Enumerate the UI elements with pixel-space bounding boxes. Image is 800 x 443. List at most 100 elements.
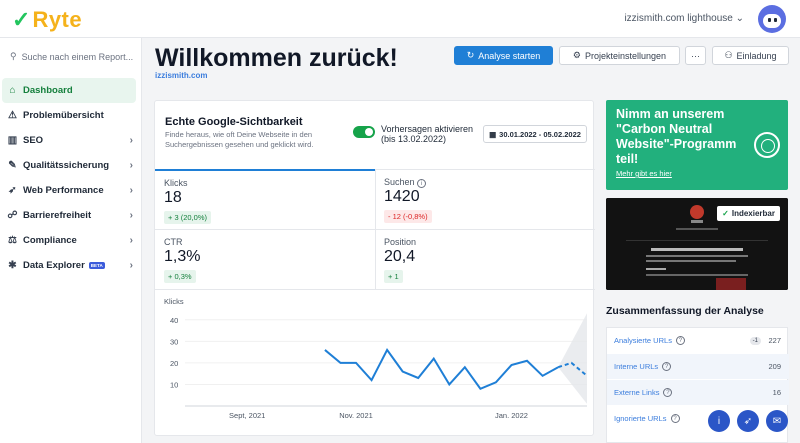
chevron-right-icon: › [129, 235, 133, 246]
rocket-icon: ➶ [8, 185, 17, 196]
metric-searches[interactable]: Suchen i 1420 - 12 (-0,8%) [375, 169, 595, 229]
info-fab[interactable]: i [708, 410, 730, 432]
summary-row[interactable]: Externe Links ? 16 [607, 380, 789, 405]
clicks-chart-svg: Klicks 10 20 30 40 Sept, 2021 Nov. 2021 Jan. 20… [164, 297, 588, 420]
forecast-band [558, 313, 587, 404]
date-range-picker[interactable]: ▦ 30.01.2022 - 05.02.2022 [483, 125, 587, 143]
sidebar-item-quality[interactable]: ✎ Qualitätssicherung › [0, 153, 142, 178]
summary-row-value: 209 [768, 362, 781, 371]
metric-label: Position [384, 237, 417, 247]
metric-change: + 1 [384, 270, 403, 283]
sidebar-item-data-explorer[interactable]: ✱ Data Explorer BETA › [0, 253, 142, 278]
start-analysis-button[interactable]: ↻ Analyse starten [454, 46, 553, 65]
sidebar-item-dashboard[interactable]: ⌂ Dashboard [2, 78, 136, 103]
y-tick-label: 10 [170, 380, 178, 389]
info-icon[interactable]: ? [670, 414, 680, 423]
analysis-summary: Analysierte URLs ? -1 227 Interne URLs ?… [606, 327, 789, 443]
sidebar-item-accessibility[interactable]: ☍ Barrierefreiheit › [0, 203, 142, 228]
project-settings-button[interactable]: ⚙ Projekteinstellungen [559, 46, 680, 65]
visibility-card: Echte Google-Sichtbarkeit Finde heraus, … [154, 100, 595, 436]
indexable-badge: ✓ Indexierbar [717, 206, 780, 221]
info-icon: i [717, 415, 721, 427]
forecast-toggle-label-line1: Vorhersagen aktivieren [381, 124, 474, 134]
chat-fab[interactable]: ✉ [766, 410, 788, 432]
metric-ctr[interactable]: CTR 1,3% + 0,3% [155, 229, 375, 289]
search-input[interactable]: ⚲ Suche nach einem Report... [10, 51, 133, 62]
project-domain[interactable]: izzismith.com [155, 71, 208, 80]
sidebar-item-label: Data Explorer [23, 260, 85, 271]
gear-icon: ⚙ [572, 50, 581, 60]
chevron-right-icon: › [129, 210, 133, 221]
analysis-summary-title: Zusammenfassung der Analyse [606, 305, 764, 317]
bug-icon: ✱ [8, 260, 17, 271]
sidebar-item-compliance[interactable]: ⚖ Compliance › [0, 228, 142, 253]
metric-value: 1420 [384, 188, 420, 205]
accessibility-icon: ☍ [7, 210, 18, 221]
calendar-icon: ▦ [489, 129, 497, 139]
sidebar-item-seo[interactable]: ▥ SEO › [0, 128, 142, 153]
y-tick-label: 30 [170, 337, 178, 346]
visibility-description: Finde heraus, wie oft Deine Webseite in … [165, 130, 314, 150]
sidebar-item-label: SEO [23, 135, 44, 146]
carbon-neutral-seal-icon [754, 132, 780, 158]
forecast-toggle[interactable] [353, 126, 375, 138]
chevron-right-icon: › [129, 160, 133, 171]
rocket-fab[interactable]: ➶ [737, 410, 759, 432]
bar-chart-icon: ▥ [7, 135, 18, 146]
metric-label: CTR [164, 237, 183, 247]
info-icon[interactable]: ? [675, 336, 685, 345]
avatar-eye [774, 18, 777, 22]
forecast-toggle-label-line2: (bis 13.02.2022) [381, 134, 447, 145]
add-user-icon: ⚇ [724, 50, 733, 60]
wrench-icon: ✎ [8, 160, 17, 171]
refresh-icon: ↻ [466, 50, 475, 60]
start-analysis-label: Analyse starten [478, 50, 541, 61]
metric-clicks[interactable]: Klicks 18 + 3 (20,0%) [155, 169, 375, 229]
summary-row-label: Interne URLs [614, 362, 659, 371]
chevron-right-icon: › [129, 135, 133, 146]
metric-value: 1,3% [164, 248, 201, 265]
sidebar-item-problems[interactable]: ⚠ Problemübersicht [0, 103, 142, 128]
sidebar-item-web-performance[interactable]: ➶ Web Performance › [0, 178, 142, 203]
summary-row[interactable]: Ignorierte URLs ? [607, 406, 789, 431]
summary-row-value: 16 [772, 388, 781, 397]
invite-label: Einladung [736, 50, 777, 61]
summary-row[interactable]: Interne URLs ? 209 [607, 354, 789, 379]
top-bar: ✓ Ryte izzismith.com lighthouse ⌄ [0, 0, 800, 38]
clicks-chart: Klicks 10 20 30 40 Sept, 2021 Nov. 2021 Jan. 20… [155, 291, 595, 431]
project-settings-label: Projekteinstellungen [585, 50, 667, 61]
metric-change: - 12 (-0,8%) [384, 210, 432, 223]
chevron-right-icon: › [129, 185, 133, 196]
info-icon[interactable]: ? [662, 362, 672, 371]
promo-text: Nimm an unserem "Carbon Neutral Website"… [616, 107, 737, 166]
y-axis-label: Klicks [164, 297, 184, 306]
metric-label-text: Suchen [384, 177, 415, 187]
avatar-face [763, 14, 781, 28]
invite-button[interactable]: ⚇ Einladung [712, 46, 789, 65]
website-preview[interactable]: ✓ Indexierbar [606, 198, 788, 290]
promo-link[interactable]: Mehr gibt es hier [616, 169, 672, 178]
x-tick-label: Sept, 2021 [229, 411, 265, 420]
summary-row-delta: -1 [749, 336, 761, 345]
sidebar-item-label: Barrierefreiheit [23, 210, 92, 221]
x-tick-label: Nov. 2021 [339, 411, 373, 420]
info-icon[interactable]: i [417, 179, 427, 188]
sidebar-item-label: Problemübersicht [23, 110, 104, 121]
summary-row-label: Ignorierte URLs [614, 414, 667, 423]
info-icon[interactable]: ? [663, 388, 673, 397]
clicks-series-line [324, 348, 559, 390]
ryte-logo[interactable]: ✓ Ryte [12, 7, 82, 33]
avatar[interactable] [758, 5, 786, 33]
beta-badge: BETA [88, 262, 105, 269]
metric-value: 18 [164, 189, 182, 206]
summary-row[interactable]: Analysierte URLs ? -1 227 [607, 328, 789, 353]
carbon-neutral-promo: Nimm an unserem "Carbon Neutral Website"… [606, 100, 788, 190]
metric-value: 20,4 [384, 248, 416, 265]
chevron-right-icon: › [129, 260, 133, 271]
project-selector[interactable]: izzismith.com lighthouse ⌄ [624, 13, 744, 24]
more-options-button[interactable]: ··· [685, 46, 706, 65]
metric-position[interactable]: Position 20,4 + 1 [375, 229, 595, 289]
check-icon: ✓ [12, 7, 31, 32]
sidebar-item-label: Compliance [23, 235, 77, 246]
metric-label: Suchen i [384, 177, 427, 188]
